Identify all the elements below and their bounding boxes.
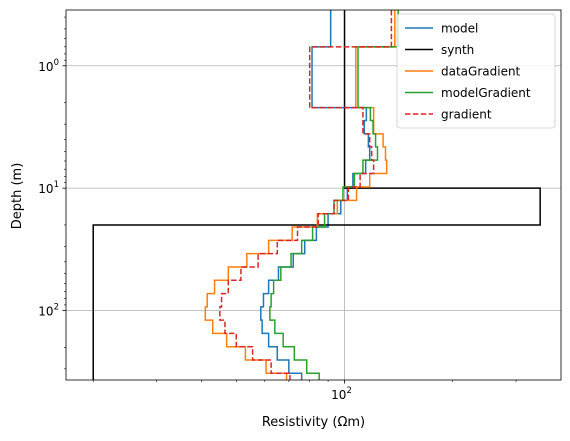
legend-label-model: model [441,22,478,36]
legend-label-dataGradient: dataGradient [441,65,521,79]
series-group [92,10,541,380]
series-line-synth [92,10,541,380]
y-tick-label: 100 [38,58,59,74]
y-tick-label: 101 [38,180,59,196]
legend-label-modelGradient: modelGradient [441,86,531,100]
series-line-modelGradient [269,10,399,380]
x-axis-label: Resistivity (Ωm) [262,415,365,430]
series-line-dataGradient [204,10,396,380]
legend-label-synth: synth [441,43,474,57]
legend-label-gradient: gradient [441,108,492,122]
y-axis-label: Depth (m) [10,163,25,230]
y-tick-label: 102 [38,302,59,318]
legend-box [396,13,556,129]
x-tick-label: 102 [331,386,352,402]
series-line-gradient [219,10,393,380]
axes: 102 100 101 102 [38,9,562,402]
plot-frame [65,9,562,381]
legend: model synth dataGradient modelGradient gradi… [396,13,556,129]
